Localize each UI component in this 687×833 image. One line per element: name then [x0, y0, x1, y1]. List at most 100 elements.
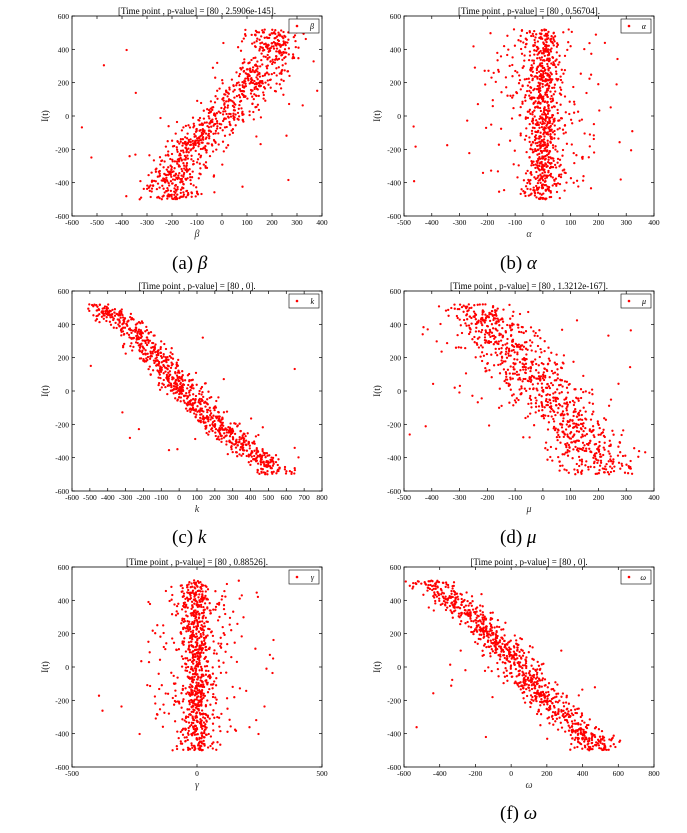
- data-point: [196, 137, 199, 140]
- data-point: [585, 418, 588, 421]
- y-tick-label: 400: [390, 45, 402, 54]
- data-point: [247, 440, 250, 444]
- data-point: [129, 328, 133, 332]
- data-point: [541, 155, 544, 158]
- data-point: [271, 60, 275, 64]
- data-point: [610, 459, 613, 463]
- data-point: [221, 129, 224, 132]
- data-point: [229, 428, 233, 432]
- data-point: [176, 448, 179, 451]
- data-point: [255, 135, 258, 138]
- data-point: [479, 344, 483, 347]
- data-point: [568, 446, 571, 449]
- data-point: [217, 396, 220, 399]
- data-point: [203, 608, 206, 611]
- data-point: [277, 31, 280, 34]
- data-point: [187, 583, 190, 586]
- data-point: [622, 429, 625, 432]
- data-point: [170, 356, 173, 359]
- data-point: [148, 602, 152, 606]
- chart-title: [Time point , p-value] = [80 , 1.3212e-1…: [450, 281, 608, 291]
- data-point: [504, 371, 508, 374]
- data-point: [510, 344, 514, 347]
- data-point: [529, 170, 533, 174]
- data-point: [164, 385, 167, 389]
- data-point: [549, 191, 552, 194]
- data-point: [494, 317, 497, 320]
- data-point: [183, 164, 186, 167]
- plot-frame: [403, 566, 655, 768]
- data-point: [121, 322, 125, 325]
- data-point: [563, 468, 566, 471]
- data-point: [225, 112, 228, 116]
- data-point: [188, 725, 192, 728]
- data-point: [261, 82, 264, 85]
- data-point: [504, 331, 508, 334]
- data-point: [497, 342, 500, 346]
- data-point: [447, 308, 450, 312]
- data-point: [188, 126, 192, 129]
- data-point: [98, 313, 101, 316]
- data-point: [216, 437, 219, 440]
- data-point: [194, 415, 197, 419]
- data-point: [532, 44, 535, 48]
- data-point: [211, 747, 214, 750]
- x-tick-label: 600: [281, 493, 293, 502]
- data-point: [163, 342, 166, 346]
- data-point: [580, 118, 584, 121]
- data-point: [211, 420, 215, 424]
- x-tick-label: 300: [291, 218, 303, 227]
- data-point: [543, 54, 546, 58]
- data-point: [197, 145, 200, 148]
- data-point: [129, 312, 133, 316]
- data-point: [194, 747, 197, 750]
- data-point: [182, 711, 185, 714]
- data-point: [233, 96, 236, 99]
- data-point: [188, 685, 191, 689]
- data-point: [171, 145, 175, 148]
- data-point: [542, 122, 545, 125]
- data-point: [170, 168, 173, 171]
- data-point: [152, 341, 155, 345]
- data-point: [117, 318, 121, 322]
- data-point: [200, 688, 204, 692]
- data-point: [544, 189, 547, 192]
- data-point: [253, 79, 256, 83]
- data-point: [200, 192, 203, 196]
- data-point: [587, 441, 591, 445]
- data-point: [496, 354, 499, 357]
- data-point: [532, 330, 535, 333]
- data-point: [588, 447, 591, 450]
- data-point: [528, 387, 531, 390]
- data-point: [437, 305, 441, 308]
- data-point: [204, 427, 207, 430]
- data-point: [524, 362, 528, 365]
- data-point: [567, 383, 570, 386]
- data-point: [491, 327, 495, 330]
- data-point: [190, 195, 193, 198]
- data-point: [534, 75, 537, 78]
- data-point: [536, 48, 539, 51]
- data-point: [256, 65, 259, 68]
- legend-box: [620, 18, 652, 34]
- data-point: [199, 416, 202, 420]
- data-point: [212, 138, 216, 142]
- data-point: [118, 311, 121, 314]
- data-point: [145, 325, 148, 329]
- data-point: [266, 470, 269, 473]
- data-point: [233, 696, 236, 699]
- data-point: [589, 465, 592, 468]
- data-point: [603, 471, 606, 474]
- data-point: [232, 109, 236, 112]
- data-point: [257, 84, 261, 88]
- data-point: [204, 137, 207, 140]
- data-point: [596, 420, 599, 423]
- data-point: [499, 339, 503, 342]
- data-point: [238, 438, 241, 441]
- data-point: [192, 159, 195, 163]
- data-point: [207, 142, 210, 145]
- data-point: [165, 189, 168, 193]
- data-point: [285, 134, 288, 137]
- data-point: [207, 408, 210, 412]
- y-tick-label: 200: [390, 79, 402, 88]
